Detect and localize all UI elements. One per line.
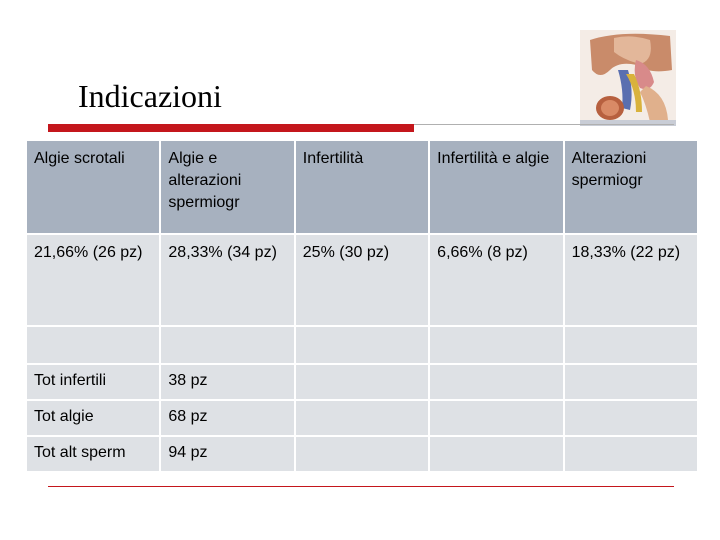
table-cell: Tot infertili [24,363,162,401]
data-table: Algie scrotali Algie e alterazioni sperm… [24,139,700,473]
table-cell [428,325,565,365]
table-cell [428,435,565,473]
header-cell: Infertilità [293,139,431,235]
table-row [24,325,700,365]
table-cell: 21,66% (26 pz) [24,233,162,327]
table-cell: Tot algie [24,399,162,437]
table-row: Tot infertili 38 pz [24,363,700,401]
table-cell [562,363,700,401]
table-cell [562,435,700,473]
table-cell [562,325,700,365]
table-cell: 68 pz [159,399,296,437]
table-cell [293,325,431,365]
table-cell: 38 pz [159,363,296,401]
footer-divider [48,486,674,487]
table-cell: 94 pz [159,435,296,473]
table-cell [428,363,565,401]
header-cell: Algie e alterazioni spermiogr [159,139,296,235]
table-cell [159,325,296,365]
table-header-row: Algie scrotali Algie e alterazioni sperm… [24,139,700,235]
table-row: Tot algie 68 pz [24,399,700,437]
slide-title: Indicazioni [78,78,222,114]
header-cell: Alterazioni spermiogr [562,139,700,235]
table-cell: Tot alt sperm [24,435,162,473]
table-row: 21,66% (26 pz) 28,33% (34 pz) 25% (30 pz… [24,233,700,327]
header-cell: Infertilità e algie [428,139,565,235]
anatomical-illustration-icon [580,30,676,126]
table-cell: 25% (30 pz) [293,233,431,327]
table-cell [24,325,162,365]
table-row: Tot alt sperm 94 pz [24,435,700,473]
table-cell: 18,33% (22 pz) [562,233,700,327]
table-cell [428,399,565,437]
table-cell [293,399,431,437]
table-cell: 28,33% (34 pz) [159,233,296,327]
title-accent-bar [48,124,414,132]
table-cell: 6,66% (8 pz) [428,233,565,327]
table-cell [293,435,431,473]
table-cell [293,363,431,401]
header-cell: Algie scrotali [24,139,162,235]
table-cell [562,399,700,437]
